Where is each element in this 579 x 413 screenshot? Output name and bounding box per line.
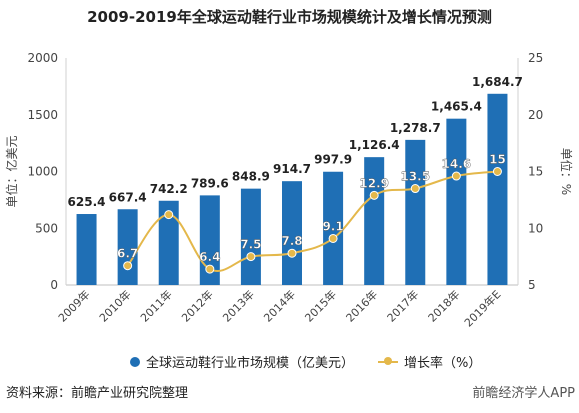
x-tick-label: 2019年E: [461, 287, 503, 329]
bar: [364, 157, 385, 285]
bar-value-label: 1,278.7: [390, 121, 441, 135]
bar: [158, 200, 179, 285]
growth-point: [123, 261, 133, 271]
y-tick-left: 1500: [27, 108, 58, 122]
bar: [323, 171, 344, 285]
growth-value-label: 9.1: [322, 219, 343, 233]
bar-value-label: 1,126.4: [349, 138, 400, 152]
bar-value-label: 848.9: [232, 170, 270, 184]
bar: [405, 139, 426, 285]
x-tick-label: 2013年: [220, 287, 257, 324]
growth-value-label: 12.9: [359, 176, 389, 190]
x-tick-label: 2017年: [384, 287, 421, 324]
bar-value-label: 1,465.4: [431, 100, 482, 114]
bar-value-label: 997.9: [314, 153, 352, 167]
x-tick-label: 2009年: [55, 287, 92, 324]
legend-bar-swatch: [130, 356, 140, 367]
growth-point: [164, 210, 174, 220]
bar: [199, 195, 220, 285]
x-tick-label: 2018年: [425, 287, 462, 324]
bar-value-label: 789.6: [191, 176, 229, 190]
x-tick-label: 2015年: [302, 287, 339, 324]
legend-bar-label: 全球运动鞋行业市场规模（亿美元）: [146, 356, 355, 371]
y-tick-left: 2000: [27, 51, 58, 65]
legend-line-label: 增长率（%）: [404, 356, 482, 371]
growth-line: [126, 170, 498, 272]
bar-value-label: 914.7: [273, 162, 311, 176]
growth-value-label: 14.6: [442, 157, 472, 171]
y-tick-left: 1000: [27, 165, 58, 179]
y-tick-right: 25: [528, 51, 543, 65]
growth-value-label: 6.4: [199, 250, 220, 264]
growth-point: [369, 190, 379, 200]
bar-value-label: 742.2: [150, 182, 188, 196]
growth-point: [246, 252, 256, 262]
y-axis-right-title: 单位：%: [559, 148, 574, 195]
growth-point: [328, 233, 338, 243]
y-tick-left: 500: [35, 221, 58, 235]
source-note: 资料来源：前瞻产业研究院整理: [6, 386, 189, 401]
y-tick-right: 20: [528, 108, 543, 122]
watermark-text: 前瞻经济学人APP: [472, 386, 575, 401]
growth-point: [287, 248, 297, 258]
y-tick-right: 10: [528, 221, 543, 235]
bar: [240, 188, 261, 285]
bar: [282, 181, 302, 285]
bar: [446, 118, 467, 286]
growth-value-label: 15: [489, 153, 506, 167]
bar: [487, 93, 508, 285]
bar: [117, 209, 138, 285]
legend-bar: 全球运动鞋行业市场规模（亿美元）: [130, 352, 354, 371]
bar: [76, 214, 97, 285]
growth-point: [492, 167, 502, 176]
x-tick-label: 2011年: [137, 287, 174, 324]
growth-point: [205, 264, 215, 274]
y-tick-right: 5: [528, 278, 536, 292]
x-tick-label: 2010年: [96, 287, 133, 324]
legend-line-swatch: [378, 356, 398, 365]
x-tick-label: 2012年: [178, 287, 215, 324]
legend-line: 增长率（%）: [378, 352, 481, 371]
bar-value-label: 667.4: [109, 190, 147, 204]
bar-value-label: 625.4: [68, 195, 106, 209]
y-tick-left: 0: [50, 278, 58, 292]
bar-value-label: 1,684.7: [472, 75, 523, 89]
growth-value-label: 7.8: [281, 234, 302, 248]
x-tick-label: 2014年: [261, 287, 298, 324]
growth-point: [451, 171, 461, 181]
growth-value-label: 13.5: [400, 170, 430, 184]
growth-point: [410, 184, 420, 194]
growth-value-label: 6.7: [117, 247, 138, 261]
growth-value-label: 7.5: [240, 238, 261, 252]
y-axis-left-title: 单位：亿美元: [4, 135, 19, 207]
y-tick-right: 15: [528, 165, 543, 179]
chart-title: 2009-2019年全球运动鞋行业市场规模统计及增长情况预测: [87, 8, 492, 26]
x-tick-label: 2016年: [343, 287, 380, 324]
